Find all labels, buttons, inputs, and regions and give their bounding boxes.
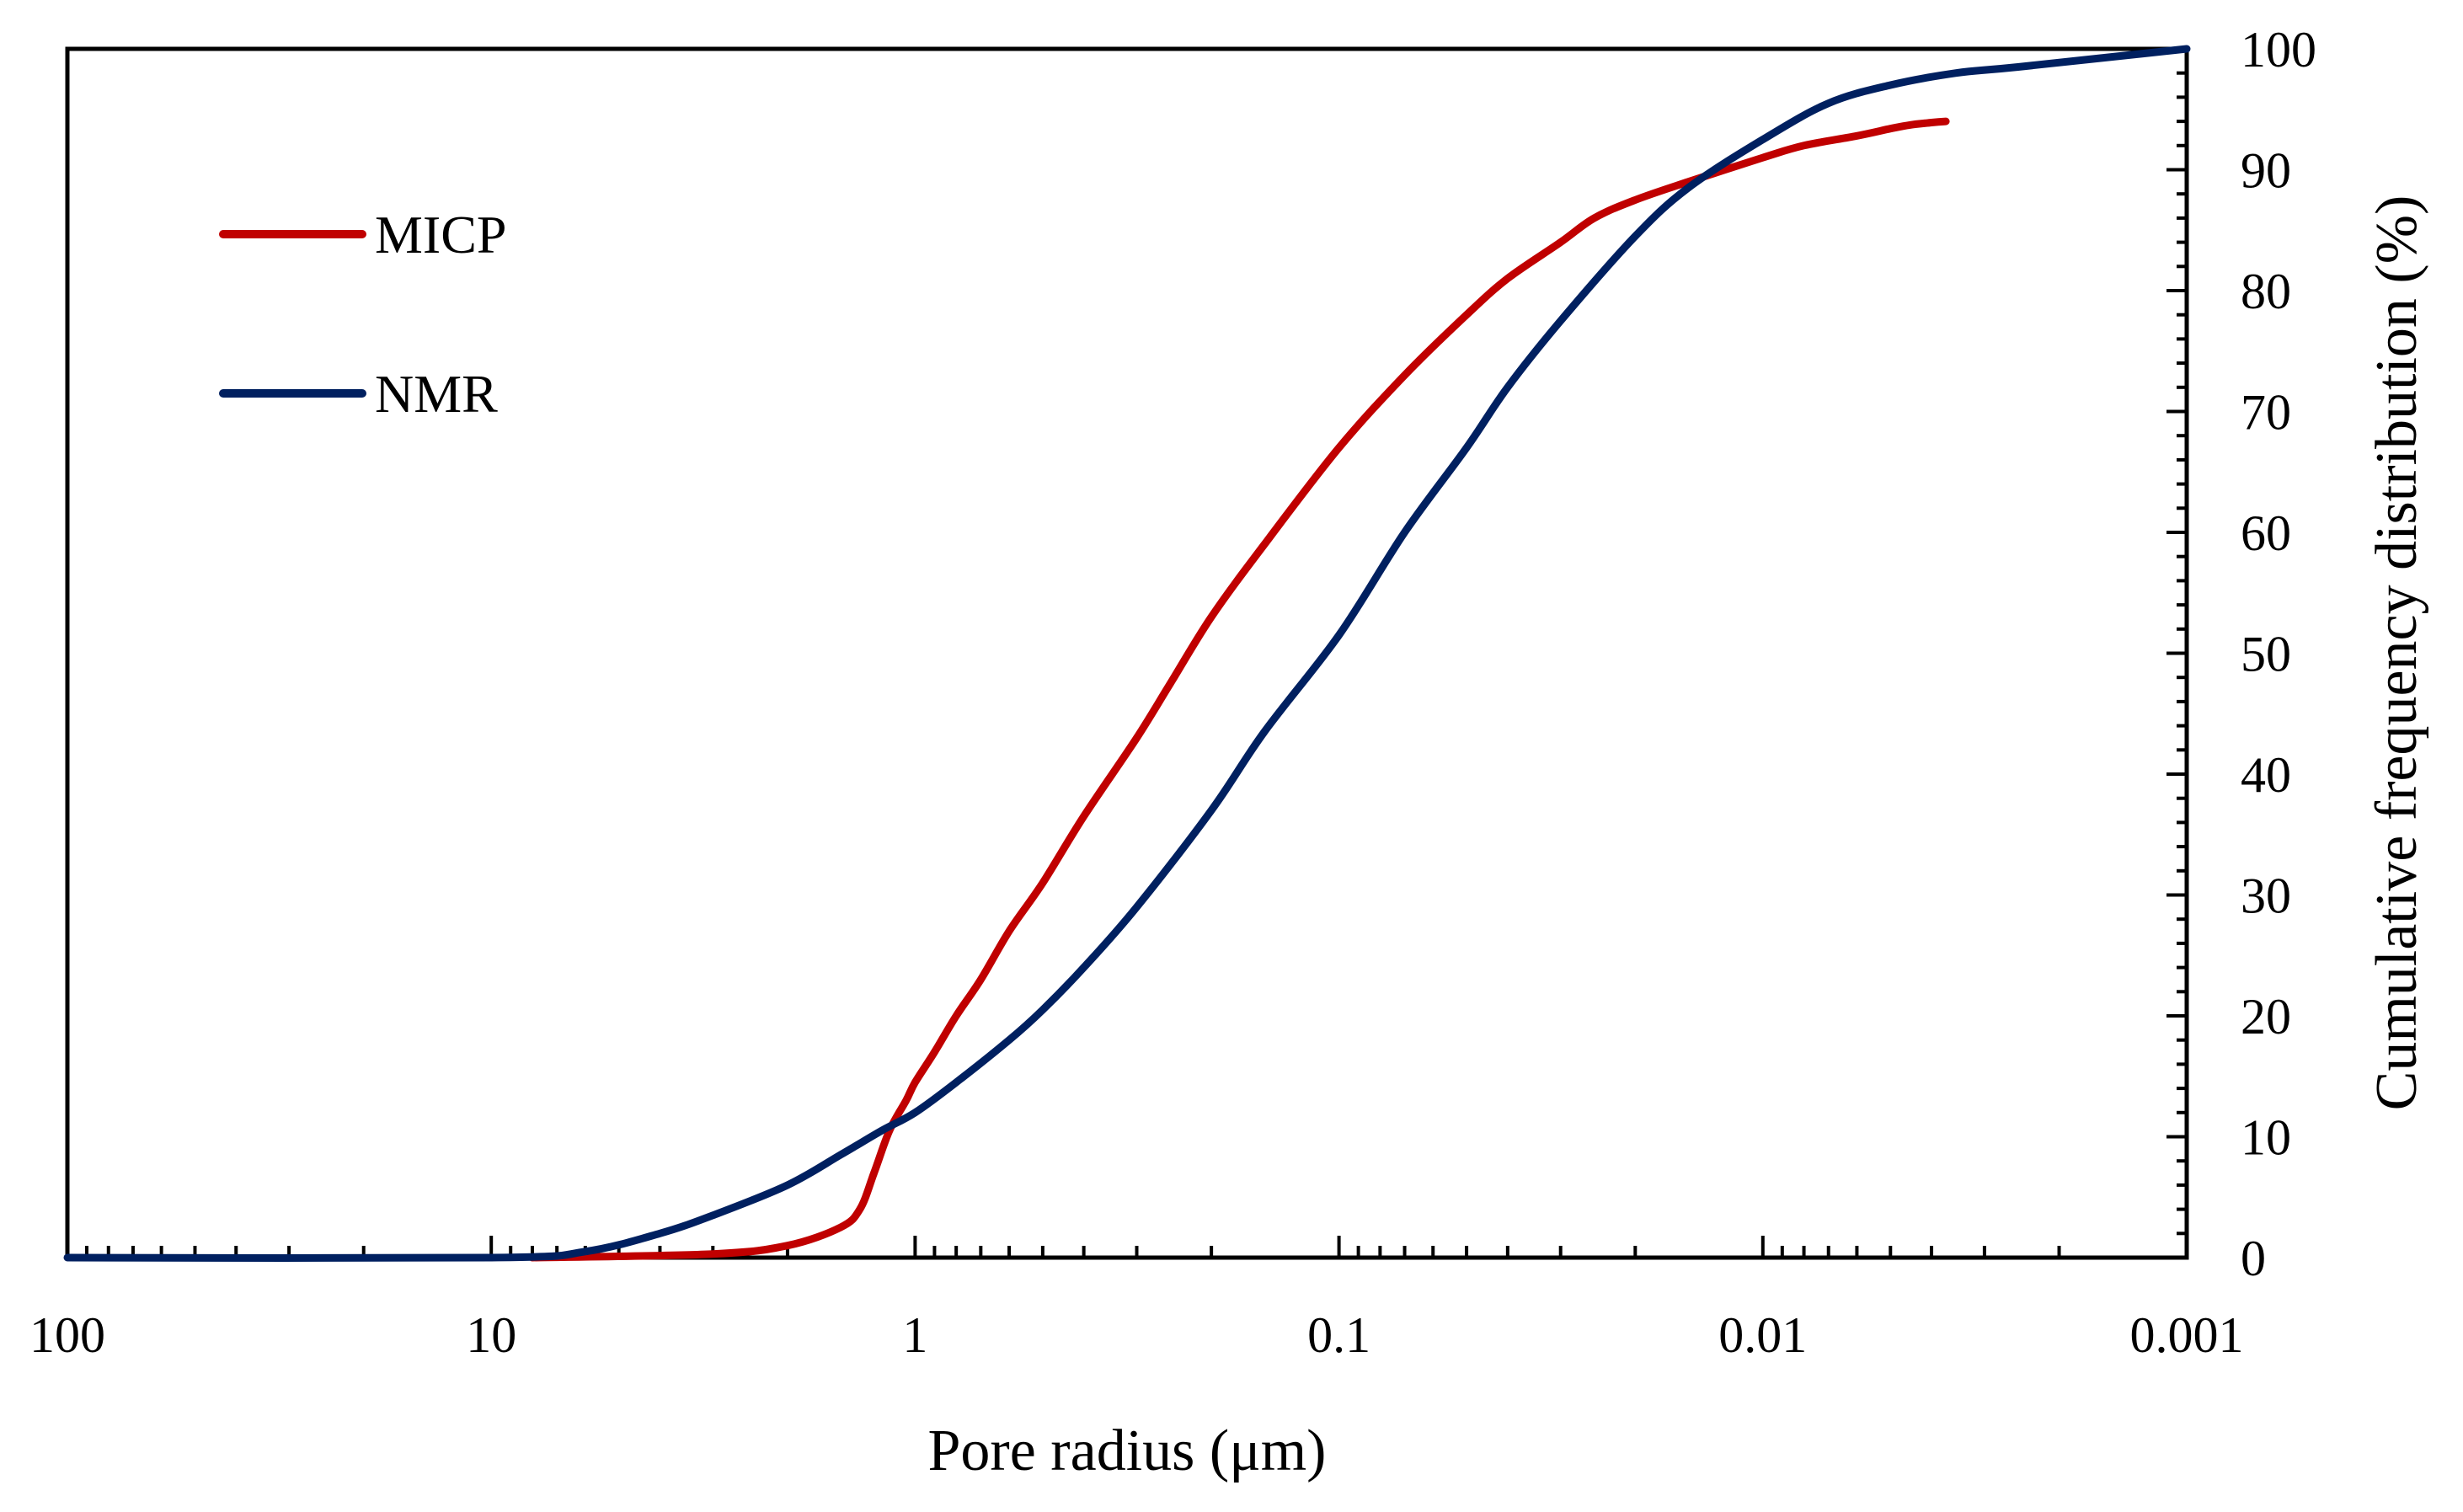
y-tick-label: 90 <box>2241 143 2291 199</box>
y-tick-label: 80 <box>2241 264 2291 319</box>
axis-ticks <box>85 47 2188 1259</box>
series-line-micp <box>528 117 1950 1262</box>
y-tick-label: 10 <box>2241 1110 2291 1166</box>
legend: MICP NMR <box>219 205 507 424</box>
x-tick-label: 0.001 <box>2130 1307 2244 1363</box>
series-layer <box>63 45 2191 1263</box>
y-tick-label: 60 <box>2241 505 2291 561</box>
x-tick-label: 0.01 <box>1718 1307 1807 1363</box>
y-tick-label: 50 <box>2241 627 2291 682</box>
x-tick-label: 100 <box>29 1307 105 1363</box>
legend-label-nmr: NMR <box>375 364 498 424</box>
legend-label-micp: MICP <box>375 205 507 264</box>
y-axis-tick-labels: 0 10 20 30 40 50 60 70 80 90 100 <box>2241 22 2316 1286</box>
x-axis-tick-labels: 100 10 1 0.1 0.01 0.001 <box>29 1307 2244 1363</box>
y-tick-label: 100 <box>2241 22 2316 77</box>
y-tick-label: 70 <box>2241 385 2291 441</box>
y-tick-label: 30 <box>2241 868 2291 924</box>
x-tick-label: 10 <box>466 1307 516 1363</box>
series-line-nmr <box>63 45 2191 1263</box>
y-axis-title: Cumulative frequency distribution (%) <box>2364 195 2429 1111</box>
x-tick-label: 0.1 <box>1307 1307 1370 1363</box>
x-tick-label: 1 <box>902 1307 927 1363</box>
y-tick-label: 0 <box>2241 1231 2266 1286</box>
y-tick-label: 20 <box>2241 989 2291 1045</box>
x-axis-title: Pore radius (μm) <box>928 1419 1327 1483</box>
y-tick-label: 40 <box>2241 747 2291 803</box>
